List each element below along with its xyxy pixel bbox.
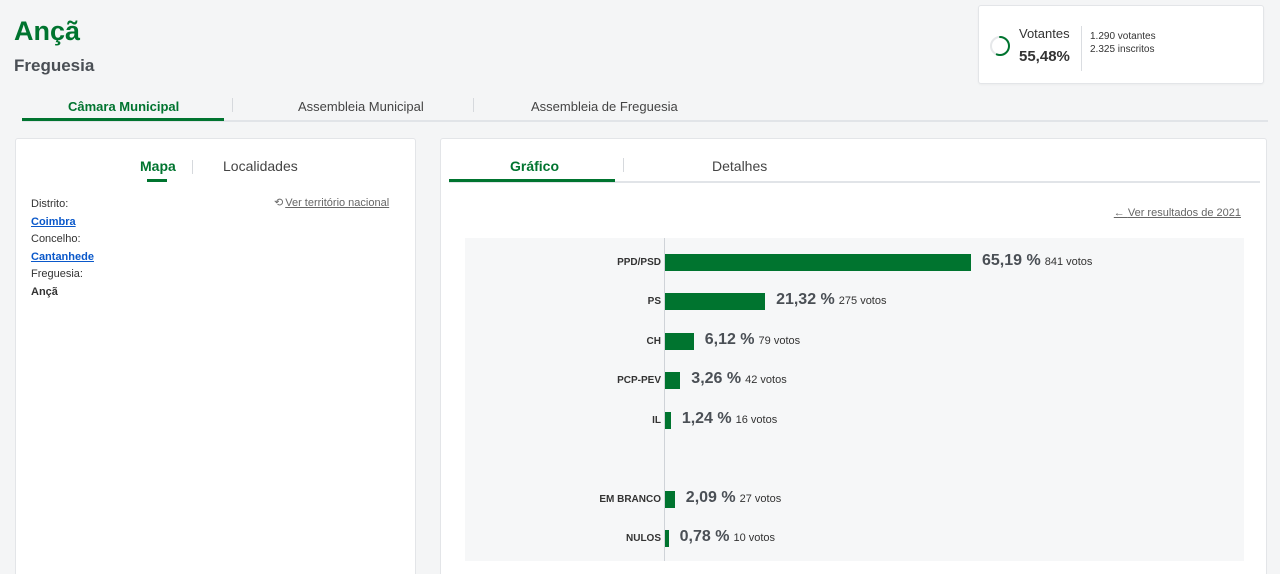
bar-percent-label: 21,32 % <box>776 291 835 308</box>
results-tabs: Gráfico Detalhes <box>449 153 1260 183</box>
tab-detalhes[interactable]: Detalhes <box>712 158 768 174</box>
tab-assembleia-municipal[interactable]: Assembleia Municipal <box>298 99 424 114</box>
mapa-tab-indicator <box>147 179 167 182</box>
bar-percent-label: 6,12 % <box>704 331 755 348</box>
bar <box>665 412 671 429</box>
bar <box>665 293 766 310</box>
bar-percent-label: 1,24 % <box>681 410 732 427</box>
bar-votes-label: 42 votos <box>745 374 787 386</box>
bar-label: IL <box>652 415 661 426</box>
district-link[interactable]: Coimbra <box>31 215 76 228</box>
tab-assembleia-freguesia[interactable]: Assembleia de Freguesia <box>531 99 678 114</box>
undo-icon: ⟲ <box>274 197 284 209</box>
reset-territory-link[interactable]: ⟲ Ver território nacional <box>274 196 389 209</box>
active-tab-indicator <box>22 118 224 121</box>
bar-votes-label: 275 votos <box>838 295 887 307</box>
bar-votes-label: 841 votos <box>1044 256 1093 268</box>
bar-value: 65,19 % 841 votos <box>982 252 1092 270</box>
turnout-divider <box>1081 26 1082 71</box>
bar-label: NULOS <box>626 533 661 544</box>
turnout-voters: 1.290 votantes <box>1090 31 1156 42</box>
tab-grafico[interactable]: Gráfico <box>510 158 560 174</box>
county-label: Concelho: <box>31 233 81 245</box>
bar-value: 6,12 % 79 votos <box>705 331 800 349</box>
bar-votes-label: 27 votos <box>739 493 782 505</box>
territory-breadcrumb: Distrito: Coimbra Concelho: Cantanhede F… <box>31 196 94 301</box>
bar-label: CH <box>646 336 661 347</box>
bar-label: EM BRANCO <box>599 494 661 505</box>
territory-panel: Mapa Localidades Distrito: Coimbra Conce… <box>15 138 416 574</box>
chart-axis <box>664 238 665 561</box>
bar-label: PCP-PEV <box>617 375 661 386</box>
bar-label: PPD/PSD <box>617 257 661 268</box>
results-bar-chart: PPD/PSD 65,19 % 841 votos PS 21,32 % 275 voto… <box>465 238 1244 561</box>
bar <box>665 372 681 389</box>
bar-votes-label: 79 votos <box>758 335 801 347</box>
previous-results-label: Ver resultados de 2021 <box>1127 207 1241 219</box>
election-tabs: Câmara Municipal Assembleia Municipal As… <box>22 96 1268 122</box>
turnout-registered: 2.325 inscritos <box>1090 44 1155 55</box>
bar-value: 0,78 % 10 votos <box>680 528 775 546</box>
tab-separator <box>473 98 474 112</box>
tab-separator <box>192 160 193 174</box>
tab-separator <box>623 158 624 172</box>
parish-value: Ançã <box>31 285 58 298</box>
parish-label: Freguesia: <box>31 268 83 280</box>
bar-value: 1,24 % 16 votos <box>682 410 777 428</box>
reset-territory-label: Ver território nacional <box>285 197 390 209</box>
bar-value: 3,26 % 42 votos <box>691 370 786 388</box>
bar-value: 2,09 % 27 votos <box>686 489 781 507</box>
turnout-card: Votantes 55,48% 1.290 votantes 2.325 ins… <box>978 5 1264 84</box>
tab-camara-municipal[interactable]: Câmara Municipal <box>68 99 180 114</box>
active-tab-indicator <box>449 179 615 182</box>
turnout-percent: 55,48% <box>1019 48 1070 65</box>
turnout-label: Votantes <box>1019 26 1070 41</box>
tab-separator <box>232 98 233 112</box>
previous-results-link[interactable]: ← Ver resultados de 2021 <box>1114 207 1241 219</box>
bar-percent-label: 0,78 % <box>679 528 730 545</box>
bar <box>665 491 675 508</box>
bar-votes-label: 16 votos <box>735 414 778 426</box>
page-subtitle: Freguesia <box>14 56 95 75</box>
bar-votes-label: 10 votos <box>733 532 776 544</box>
district-label: Distrito: <box>31 198 69 210</box>
turnout-progress-icon <box>990 36 1010 56</box>
bar-percent-label: 2,09 % <box>685 489 736 506</box>
bar <box>665 530 669 547</box>
tab-localidades[interactable]: Localidades <box>223 158 298 174</box>
bar-value: 21,32 % 275 votos <box>776 291 886 309</box>
tab-mapa[interactable]: Mapa <box>140 158 176 174</box>
bar-percent-label: 65,19 % <box>982 252 1041 269</box>
results-panel: Gráfico Detalhes ← Ver resultados de 202… <box>440 138 1267 574</box>
bar <box>665 254 971 271</box>
bar <box>665 333 694 350</box>
arrow-left-icon: ← <box>1113 207 1128 219</box>
page-title: Ançã <box>14 16 81 46</box>
bar-percent-label: 3,26 % <box>691 370 742 387</box>
bar-label: PS <box>647 296 661 307</box>
county-link[interactable]: Cantanhede <box>31 250 94 263</box>
